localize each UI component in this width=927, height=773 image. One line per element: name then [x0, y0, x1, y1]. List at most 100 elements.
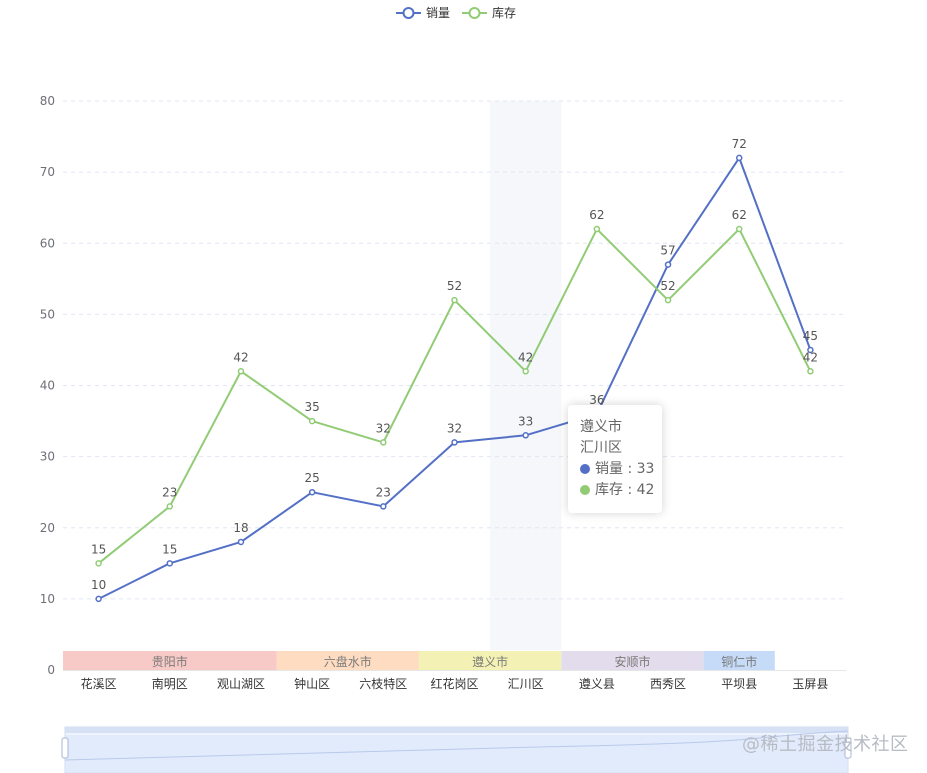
- group-band-label: 贵阳市: [152, 654, 188, 669]
- zoom-handle-right: [844, 737, 852, 759]
- tooltip-stock-dot: [580, 485, 590, 495]
- data-label: 15: [162, 542, 177, 556]
- tooltip-sales-dot: [580, 464, 590, 474]
- data-label: 42: [803, 350, 818, 364]
- grid-lines: [63, 100, 846, 600]
- data-point: [593, 225, 601, 233]
- data-point: [522, 432, 529, 439]
- group-band-label: 安顺市: [614, 654, 650, 669]
- y-tick-label: 10: [40, 592, 55, 606]
- x-tick-label: 钟山区: [294, 676, 330, 691]
- group-band-label: 六盘水市: [324, 654, 372, 669]
- tooltip-stock-value: 42: [636, 482, 655, 498]
- legend[interactable]: 销量 库存: [396, 5, 516, 20]
- data-label: 33: [518, 414, 533, 428]
- tooltip-sales-name: 销量: [595, 461, 623, 477]
- tooltip-stock-name: 库存: [595, 482, 623, 498]
- x-tick-label: 观山湖区: [217, 676, 265, 691]
- data-point: [166, 503, 174, 510]
- data-label: 62: [732, 208, 747, 222]
- tooltip-sales-value: 33: [636, 461, 655, 477]
- x-tick-label: 玉屏县: [792, 677, 828, 691]
- data-label: 52: [447, 279, 462, 293]
- data-point: [807, 368, 814, 375]
- tooltip-group: 遵义市: [580, 419, 622, 435]
- y-tick-label: 20: [40, 521, 55, 535]
- data-label: 52: [660, 279, 675, 293]
- data-label: 15: [91, 542, 106, 556]
- x-tick-label: 红花岗区: [430, 676, 478, 691]
- data-point: [237, 538, 245, 546]
- data-point: [664, 261, 672, 268]
- x-tick-label: 西秀区: [650, 677, 686, 691]
- data-point: [451, 439, 458, 446]
- data-point: [664, 296, 672, 304]
- data-label: 42: [233, 350, 248, 364]
- y-tick-label: 40: [40, 379, 55, 393]
- tooltip-row-stock: 库存 : 42: [580, 480, 662, 501]
- group-band: [276, 651, 419, 671]
- tooltip: 遵义市 汇川区 销量 : 33 库存 : 42: [568, 405, 662, 513]
- data-point: [95, 595, 102, 603]
- data-point: [735, 154, 743, 162]
- x-tick-label: 花溪区: [81, 676, 117, 691]
- data-label: 57: [660, 244, 675, 258]
- data-labels: 10 15 18 25 23 32 33 36 57 72 45 15 23 42 35 32 52 42 62 52…: [91, 137, 818, 592]
- data-point: [308, 417, 316, 425]
- legend-marker: [468, 7, 481, 19]
- legend-label: 库存: [492, 5, 516, 20]
- data-label: 25: [304, 471, 319, 485]
- y-tick-label: 60: [40, 236, 55, 250]
- y-tick-label: 30: [40, 450, 55, 464]
- y-tick-label: 0: [47, 663, 55, 677]
- data-label: 72: [732, 137, 747, 151]
- zoom-handle-left: [61, 737, 69, 759]
- data-point: [522, 368, 529, 375]
- group-band-label: 遵义市: [472, 654, 508, 669]
- x-axis: 花溪区 南明区 观山湖区 钟山区 六枝特区 红花岗区 汇川区 遵义县 西秀区 平坝县 玉屏县: [63, 670, 846, 691]
- group-band: [63, 651, 277, 671]
- data-point: [380, 503, 387, 510]
- x-tick-label: 汇川区: [508, 677, 544, 691]
- x-tick-label: 遵义县: [579, 676, 615, 691]
- data-label: 23: [162, 485, 177, 499]
- data-point: [807, 346, 814, 354]
- data-label: 10: [91, 578, 106, 592]
- watermark: @稀土掘金技术社区: [742, 734, 909, 755]
- data-point: [451, 296, 458, 304]
- data-label: 35: [304, 400, 319, 414]
- data-zoom-slider[interactable]: [61, 726, 852, 773]
- group-band: [561, 651, 704, 671]
- data-label: 45: [803, 329, 818, 343]
- data-point: [237, 368, 245, 375]
- data-point: [95, 560, 102, 567]
- axis-pointer-shadow: [490, 101, 562, 650]
- data-label: 62: [589, 208, 604, 222]
- data-label: 32: [447, 421, 462, 435]
- y-axis-tick-labels: 0 10 20 30 40 50 60 70 80: [40, 94, 55, 677]
- y-tick-label: 50: [40, 307, 55, 321]
- y-tick-label: 70: [40, 165, 55, 179]
- x-tick-label: 南明区: [152, 676, 188, 691]
- group-band: [418, 651, 562, 671]
- category-group-bands: 贵阳市 六盘水市 遵义市 安顺市 铜仁市: [63, 651, 775, 671]
- data-label: 32: [376, 421, 391, 435]
- tooltip-category: 汇川区: [580, 440, 622, 456]
- data-label: 18: [233, 521, 248, 535]
- series-lines: [95, 154, 814, 603]
- legend-marker: [402, 7, 415, 19]
- y-tick-label: 80: [40, 94, 55, 108]
- group-band-label: 铜仁市: [721, 654, 757, 669]
- data-label: 42: [518, 350, 533, 364]
- data-label: 23: [376, 485, 391, 499]
- x-tick-label: 平坝县: [721, 677, 757, 691]
- zoom-top-bar: [65, 727, 848, 733]
- x-tick-label: 六枝特区: [359, 676, 407, 691]
- data-point: [735, 225, 743, 233]
- series-line: [98, 156, 812, 600]
- data-point: [308, 488, 316, 496]
- data-point: [166, 560, 174, 567]
- tooltip-row-sales: 销量 : 33: [580, 459, 662, 480]
- group-band: [703, 651, 775, 671]
